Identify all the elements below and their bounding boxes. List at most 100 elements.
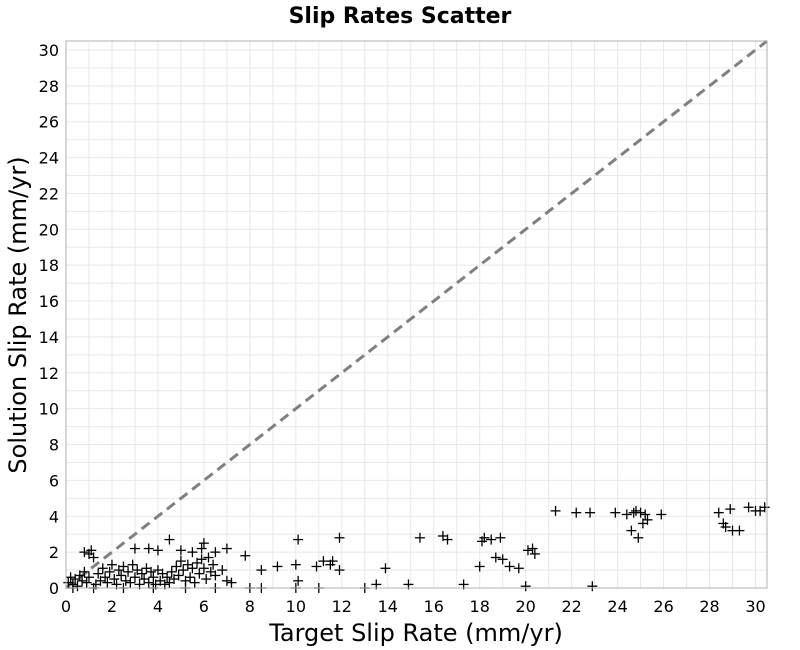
- data-point: [720, 522, 731, 533]
- data-point: [293, 575, 304, 586]
- data-point: [497, 554, 508, 565]
- data-point: [187, 563, 198, 574]
- data-point: [83, 572, 94, 583]
- y-tick-label: 30: [39, 41, 59, 60]
- data-point: [196, 554, 207, 565]
- x-tick-label: 10: [286, 597, 306, 616]
- data-point: [77, 575, 88, 586]
- data-point: [571, 507, 582, 518]
- data-point: [93, 568, 104, 579]
- data-point: [626, 525, 637, 536]
- data-point: [240, 550, 251, 561]
- data-point: [116, 570, 127, 581]
- data-point: [201, 574, 212, 585]
- data-point: [585, 507, 596, 518]
- y-axis-label: Solution Slip Rate (mm/yr): [4, 156, 32, 473]
- data-point: [743, 502, 754, 513]
- x-tick-label: 14: [378, 597, 398, 616]
- data-point: [226, 577, 237, 588]
- data-point: [136, 568, 147, 579]
- y-tick-label: 4: [49, 507, 59, 526]
- y-tick-label: 0: [49, 579, 59, 598]
- data-point: [210, 547, 221, 558]
- x-tick-label: 2: [107, 597, 117, 616]
- data-point: [129, 572, 140, 583]
- y-tick-label: 16: [39, 292, 59, 311]
- data-point: [173, 570, 184, 581]
- data-point: [185, 572, 196, 583]
- y-tick-label: 22: [39, 184, 59, 203]
- data-point: [293, 534, 304, 545]
- data-point: [175, 556, 186, 567]
- data-point: [486, 534, 497, 545]
- data-point: [272, 561, 283, 572]
- data-point: [334, 565, 345, 576]
- data-point: [196, 543, 207, 554]
- data-point: [143, 577, 154, 588]
- data-point: [527, 543, 538, 554]
- x-tick-label: 24: [607, 597, 627, 616]
- data-point: [610, 507, 621, 518]
- data-point: [178, 565, 189, 576]
- x-tick-label: 16: [424, 597, 444, 616]
- data-point: [72, 581, 83, 592]
- data-point: [146, 566, 157, 577]
- data-point: [175, 545, 186, 556]
- x-tick-label: 20: [515, 597, 535, 616]
- data-point: [630, 505, 641, 516]
- chart-title: Slip Rates Scatter: [289, 4, 512, 29]
- data-point: [148, 572, 159, 583]
- data-point: [725, 504, 736, 515]
- x-axis-ticks: 0 2 4 6 8 10 12 14 16 18 20 22 24 26 28 30: [61, 597, 766, 616]
- data-point: [221, 543, 232, 554]
- data-point: [513, 563, 524, 574]
- y-tick-label: 18: [39, 256, 59, 275]
- data-point: [104, 566, 115, 577]
- data-point: [166, 566, 177, 577]
- data-point: [102, 577, 113, 588]
- data-point: [194, 568, 205, 579]
- data-point: [635, 507, 646, 518]
- y-tick-label: 26: [39, 113, 59, 132]
- data-point: [414, 532, 425, 543]
- reference-line-layer: [65, 39, 768, 590]
- data-point: [109, 574, 120, 585]
- data-point: [520, 581, 531, 592]
- x-tick-label: 8: [245, 597, 255, 616]
- data-point: [221, 575, 232, 586]
- x-tick-label: 22: [561, 597, 581, 616]
- data-point: [106, 559, 117, 570]
- data-point: [334, 532, 345, 543]
- data-point: [759, 502, 770, 513]
- x-tick-label: 0: [61, 597, 71, 616]
- data-point: [311, 561, 322, 572]
- data-point: [143, 543, 154, 554]
- data-point: [208, 559, 219, 570]
- data-point: [442, 534, 453, 545]
- data-point: [164, 534, 175, 545]
- data-point: [479, 532, 490, 543]
- data-point: [118, 561, 129, 572]
- data-point: [100, 572, 111, 583]
- data-point: [81, 577, 92, 588]
- data-point: [713, 507, 724, 518]
- data-point: [217, 565, 228, 576]
- data-point: [86, 545, 97, 556]
- data-point: [734, 525, 745, 536]
- data-point: [256, 565, 267, 576]
- x-axis-label: Target Slip Rate (mm/yr): [268, 619, 563, 647]
- data-point: [198, 538, 209, 549]
- x-tick-label: 18: [470, 597, 490, 616]
- data-point: [327, 556, 338, 567]
- x-tick-label: 12: [332, 597, 352, 616]
- x-tick-label: 6: [199, 597, 209, 616]
- data-point: [290, 559, 301, 570]
- data-point: [474, 561, 485, 572]
- data-point: [656, 509, 667, 520]
- data-point: [123, 566, 134, 577]
- data-point: [203, 552, 214, 563]
- data-point: [210, 570, 221, 581]
- data-point: [490, 552, 501, 563]
- data-point: [198, 563, 209, 574]
